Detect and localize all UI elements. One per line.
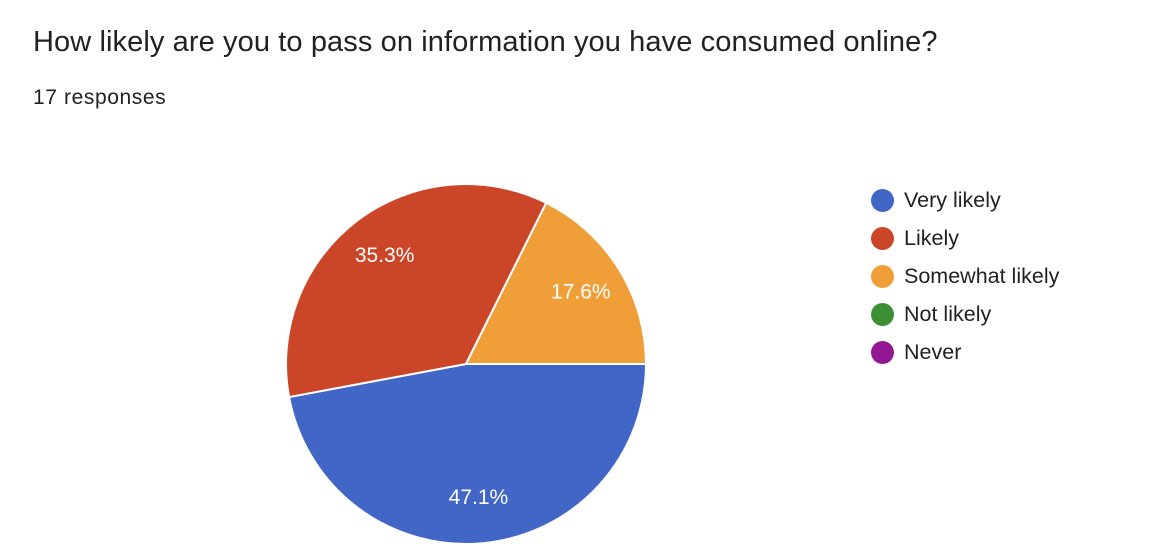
pie-slice-likely[interactable] bbox=[285, 183, 548, 399]
question-title: How likely are you to pass on informatio… bbox=[33, 26, 938, 58]
pie-slice-somewhat-likely[interactable] bbox=[464, 201, 648, 365]
legend-label: Not likely bbox=[904, 301, 992, 326]
pie-labels: 47.1% 35.3% 17.6% bbox=[355, 244, 611, 509]
legend-item-not-likely[interactable]: Not likely bbox=[871, 295, 1059, 333]
chart-legend: Very likely Likely Somewhat likely Not l… bbox=[871, 181, 1059, 371]
legend-item-never[interactable]: Never bbox=[871, 333, 1059, 371]
pie-slices bbox=[285, 183, 648, 545]
legend-label: Very likely bbox=[904, 187, 1001, 212]
legend-swatch-likely bbox=[871, 226, 894, 250]
response-count: 17 responses bbox=[33, 86, 167, 109]
legend-item-very-likely[interactable]: Very likely bbox=[871, 181, 1059, 219]
legend-label: Somewhat likely bbox=[904, 263, 1060, 288]
legend-label: Never bbox=[904, 339, 962, 364]
legend-swatch-very-likely bbox=[871, 188, 894, 212]
legend-item-somewhat-likely[interactable]: Somewhat likely bbox=[871, 257, 1059, 295]
legend-item-likely[interactable]: Likely bbox=[871, 219, 1059, 257]
pie-slice-very-likely[interactable] bbox=[287, 363, 648, 545]
pie-slice-label: 47.1% bbox=[449, 486, 509, 509]
pie-slice-label: 17.6% bbox=[551, 280, 611, 303]
legend-label: Likely bbox=[904, 225, 959, 250]
legend-swatch-not-likely bbox=[871, 302, 894, 326]
legend-swatch-somewhat-likely bbox=[871, 264, 894, 288]
pie-slice-label: 35.3% bbox=[355, 244, 415, 267]
legend-swatch-never bbox=[871, 340, 894, 364]
